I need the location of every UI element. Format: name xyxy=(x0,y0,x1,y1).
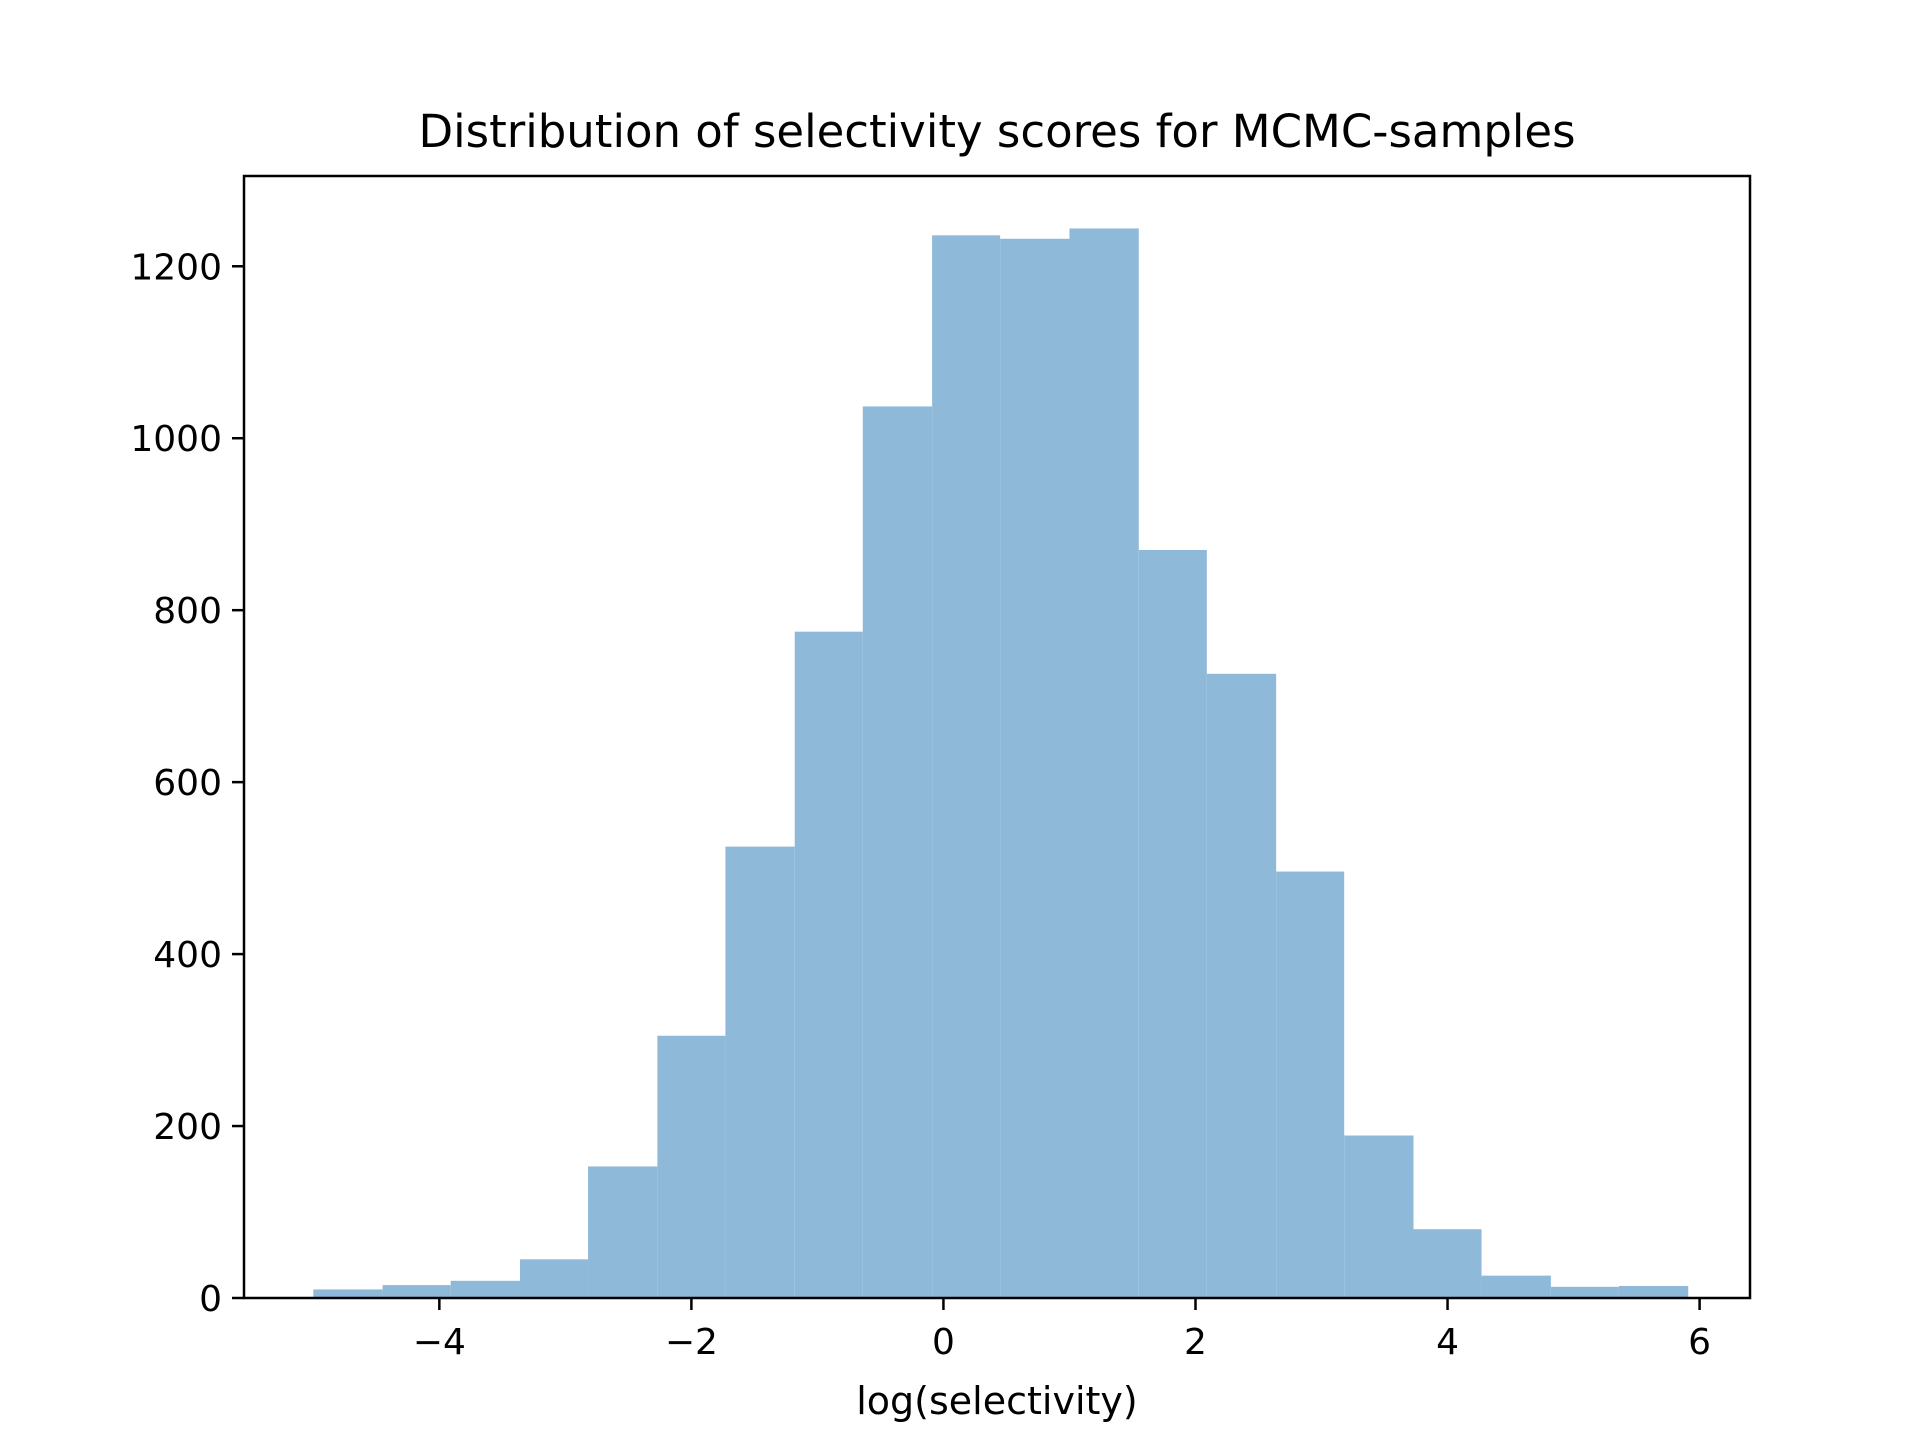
y-tick-label: 1000 xyxy=(130,419,222,460)
histogram-bar xyxy=(1550,1286,1619,1298)
histogram-bar xyxy=(1069,228,1139,1298)
x-tick-label: −4 xyxy=(413,1322,466,1363)
histogram-bar xyxy=(519,1259,589,1298)
histogram-bar xyxy=(657,1035,726,1298)
histogram-bar xyxy=(932,235,1001,1299)
histogram-bar xyxy=(588,1166,658,1298)
x-axis-label: log(selectivity) xyxy=(856,1379,1137,1423)
histogram-bar xyxy=(1138,550,1207,1298)
histogram-bar xyxy=(1413,1229,1482,1298)
histogram-bar xyxy=(1344,1135,1414,1298)
y-tick-label: 200 xyxy=(153,1107,222,1148)
histogram-bar xyxy=(382,1285,451,1298)
chart-title: Distribution of selectivity scores for M… xyxy=(418,105,1575,158)
histogram-bar xyxy=(1206,673,1277,1298)
y-tick-label: 1200 xyxy=(130,247,222,288)
histogram-bar xyxy=(1618,1285,1689,1298)
x-tick-label: 0 xyxy=(932,1322,955,1363)
y-tick-label: 0 xyxy=(199,1279,222,1320)
histogram-bar xyxy=(862,406,933,1298)
histogram-bars xyxy=(313,228,1689,1299)
x-tick-label: 4 xyxy=(1436,1322,1459,1363)
y-tick-label: 800 xyxy=(153,591,222,632)
x-tick-label: 6 xyxy=(1688,1322,1711,1363)
histogram-bar xyxy=(1481,1275,1551,1298)
plot-frame xyxy=(242,174,1752,1300)
histogram-bar xyxy=(794,631,863,1298)
x-tick-label: 2 xyxy=(1184,1322,1207,1363)
y-tick-label: 600 xyxy=(153,763,222,804)
x-axis-ticks: −4 −2 0 2 4 6 xyxy=(413,1298,1711,1363)
x-tick-label: −2 xyxy=(665,1322,718,1363)
histogram-bar xyxy=(313,1289,383,1298)
y-axis-ticks: 0 200 400 600 800 1000 1200 xyxy=(130,247,244,1320)
histogram-bar xyxy=(1276,871,1345,1298)
histogram-bar xyxy=(1000,238,1070,1299)
histogram-bar xyxy=(725,846,795,1298)
histogram-bar xyxy=(450,1280,520,1298)
y-tick-label: 400 xyxy=(153,935,222,976)
